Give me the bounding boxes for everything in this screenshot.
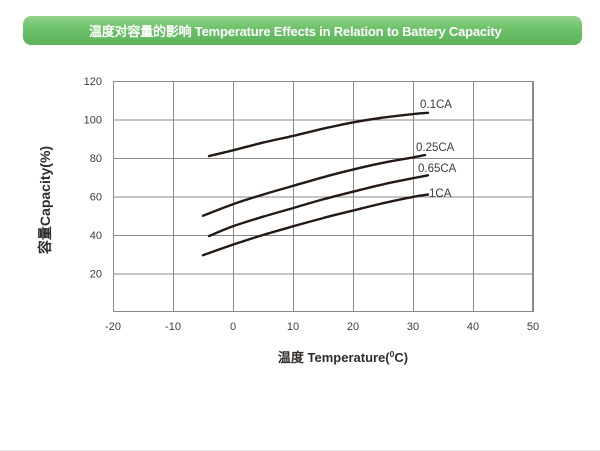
y-tick-label-100: 100 — [84, 115, 102, 127]
x-tick-label--10: -10 — [165, 321, 181, 333]
grid — [113, 81, 534, 312]
x-tick-label-50: 50 — [527, 321, 539, 333]
y-tick-label-40: 40 — [90, 230, 102, 242]
y-tick-label-60: 60 — [90, 192, 102, 204]
series-line-0.65CA — [207, 174, 430, 238]
x-axis-title: 温度 Temperature(0C) — [278, 349, 408, 365]
x-tick-label-40: 40 — [467, 321, 479, 333]
x-tick-label-20: 20 — [347, 321, 359, 333]
series-label-0.1CA: 0.1CA — [420, 99, 452, 111]
y-tick-label-120: 120 — [84, 76, 102, 88]
y-tick-label-80: 80 — [90, 153, 102, 165]
x-tick-labels: -20 -10 0 10 20 30 40 50 — [105, 321, 539, 333]
series-label-1CA: 1CA — [429, 188, 452, 200]
y-tick-labels: 20 40 60 80 100 120 — [84, 76, 102, 281]
x-tick-label--20: -20 — [105, 321, 121, 333]
x-tick-label-10: 10 — [287, 321, 299, 333]
series-line-1CA — [201, 193, 430, 257]
series-group: 0.1CA 0.25CA 0.65CA 1CA — [201, 99, 457, 257]
series-label-0.25CA: 0.25CA — [416, 142, 455, 154]
y-tick-label-20: 20 — [90, 269, 102, 281]
y-axis-title: 容量Capacity(%) — [37, 146, 53, 255]
x-tick-label-30: 30 — [407, 321, 419, 333]
section-title: 温度对容量的影响 Temperature Effects in Relation… — [89, 24, 502, 39]
section-title-banner: 温度对容量的影响 Temperature Effects in Relation… — [23, 16, 582, 45]
plot-border — [113, 81, 533, 312]
series-line-0.25CA — [201, 153, 427, 217]
series-label-0.65CA: 0.65CA — [418, 163, 457, 175]
x-tick-label-0: 0 — [230, 321, 236, 333]
series-line-0.1CA — [207, 111, 430, 158]
